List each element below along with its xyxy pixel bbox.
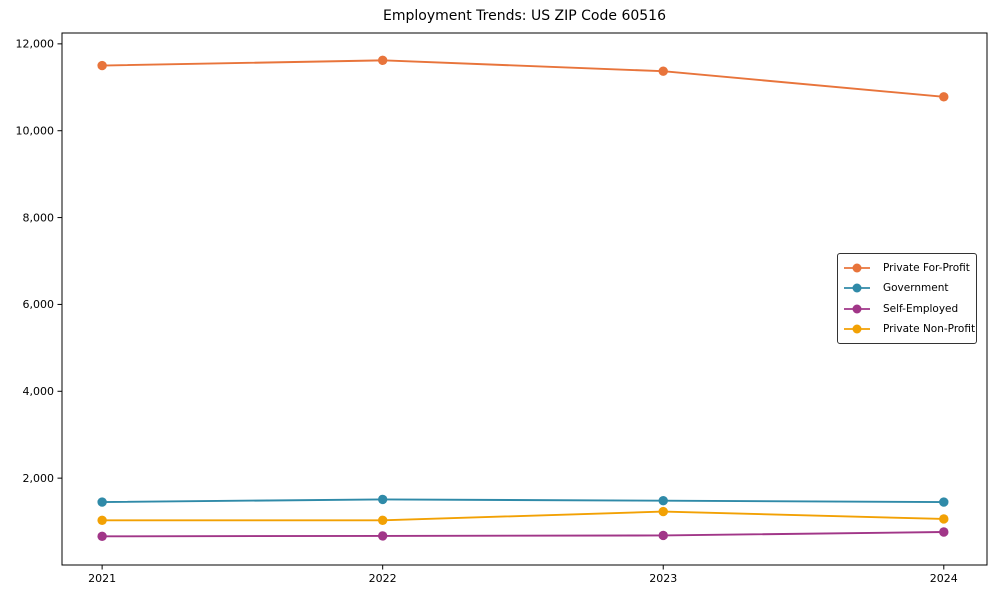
legend-item-private-for-profit: Private For-Profit — [843, 259, 972, 277]
data-point-self-employed-2024 — [939, 527, 949, 537]
y-tick-label: 4,000 — [23, 385, 55, 398]
series-line-private-non-profit — [102, 510, 944, 522]
data-point-self-employed-2023 — [658, 530, 668, 541]
data-point-government-2022 — [377, 494, 388, 505]
legend-label: Private Non-Profit — [883, 322, 976, 335]
data-point-government-2021 — [97, 497, 107, 507]
legend-label: Private For-Profit — [883, 262, 970, 275]
x-tick-label: 2021 — [88, 572, 116, 585]
data-point-private-for-profit-2024 — [939, 92, 949, 102]
y-tick-label: 2,000 — [23, 472, 55, 485]
data-point-government-2024 — [939, 497, 949, 507]
chart-legend: Private For-Profit Government Self-Emplo… — [837, 253, 977, 344]
line-marker-icon — [844, 283, 870, 293]
legend-label: Self-Employed — [883, 302, 959, 315]
data-point-private-for-profit-2021 — [97, 60, 107, 71]
series-line-government — [102, 498, 944, 503]
data-point-private-non-profit-2023 — [658, 506, 668, 517]
data-point-government-2023 — [658, 496, 668, 506]
y-tick-label: 10,000 — [16, 125, 55, 138]
chart-title: Employment Trends: US ZIP Code 60516 — [383, 8, 666, 24]
line-marker-icon — [844, 304, 870, 314]
series-line-self-employed — [102, 531, 944, 538]
x-tick-label: 2024 — [930, 572, 958, 585]
data-point-private-non-profit-2021 — [97, 515, 107, 525]
x-tick-label: 2022 — [369, 572, 397, 585]
legend-label: Government — [883, 282, 949, 295]
legend-item-self-employed: Self-Employed — [843, 300, 972, 318]
plot-border — [61, 32, 988, 566]
legend-item-government: Government — [843, 279, 972, 297]
series-line-private-for-profit — [102, 59, 944, 98]
y-tick-label: 12,000 — [16, 38, 55, 51]
data-point-private-for-profit-2023 — [658, 66, 668, 76]
data-point-private-non-profit-2024 — [939, 514, 949, 524]
line-marker-icon — [844, 324, 870, 334]
y-tick-label: 6,000 — [23, 298, 55, 311]
data-point-self-employed-2022 — [377, 531, 388, 541]
x-tick-label: 2023 — [649, 572, 677, 585]
data-point-private-non-profit-2022 — [377, 515, 388, 525]
line-marker-icon — [844, 263, 870, 273]
legend-item-private-non-profit: Private Non-Profit — [843, 320, 976, 338]
y-tick-label: 8,000 — [23, 211, 55, 224]
data-point-self-employed-2021 — [97, 531, 107, 542]
data-point-private-for-profit-2022 — [377, 55, 388, 66]
